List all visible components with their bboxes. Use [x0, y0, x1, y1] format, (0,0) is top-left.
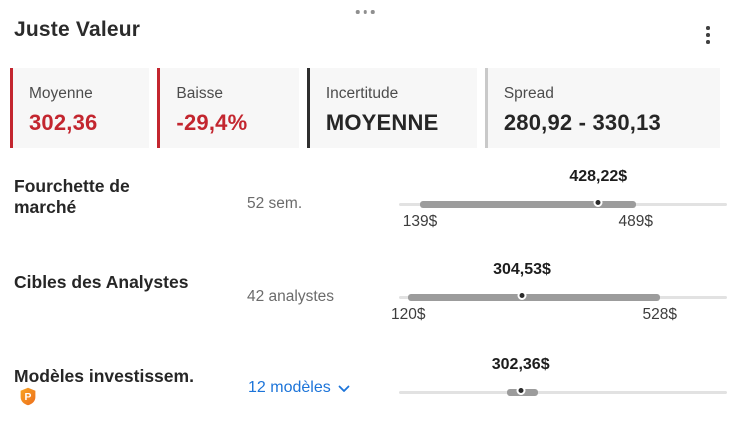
- stat-value: 280,92 - 330,13: [503, 110, 661, 135]
- slider-dot: [593, 198, 603, 207]
- slider-range: [408, 293, 660, 301]
- slider-max-label: 489$: [618, 213, 653, 230]
- stat-label: Incertitude: [325, 85, 399, 102]
- row-subtitle-52-weeks: 52 sem.: [247, 195, 303, 212]
- row-title-analyst-targets: Cibles des Analystes: [14, 272, 189, 292]
- stat-value: 302,36: [29, 110, 98, 135]
- drag-handle-icon[interactable]: [355, 10, 375, 14]
- investing-pro-icon: P: [20, 387, 36, 406]
- stat-label: Moyenne: [29, 85, 93, 102]
- slider-range: [419, 200, 636, 208]
- slider-min-label: 139$: [402, 213, 438, 230]
- stat-box-moyenne: Moyenne 302,36: [10, 68, 150, 148]
- slider-investing-models: 302,36$: [399, 356, 727, 424]
- stat-label: Spread: [503, 85, 554, 102]
- kebab-menu-icon[interactable]: [702, 24, 714, 46]
- slider-analyst-targets: 304,53$ 120$ 528$: [391, 261, 727, 331]
- slider-dot: [517, 291, 527, 300]
- slider-max-label: 528$: [642, 306, 678, 323]
- slider-track: [399, 390, 727, 394]
- stat-value: -29,4%: [176, 110, 248, 135]
- slider-min-label: 120$: [390, 306, 426, 323]
- slider-value-label: 304,53$: [493, 261, 551, 278]
- chevron-down-icon: [338, 385, 350, 392]
- row-title-investing-models: Modèles investissem. P: [14, 366, 196, 408]
- models-dropdown-label: 12 modèles: [248, 379, 331, 396]
- row-subtitle-analysts: 42 analystes: [247, 288, 335, 305]
- slider-value-label: 428,22$: [569, 168, 628, 185]
- slider-market-range: 428,22$ 139$ 489$: [399, 168, 727, 238]
- svg-text:P: P: [25, 392, 32, 403]
- stats-row: Moyenne 302,36 Baisse -29,4% Incertitude…: [10, 68, 720, 148]
- slider-value-label: 302,36$: [491, 356, 550, 373]
- widget-title: Juste Valeur: [14, 18, 141, 41]
- stat-label: Baisse: [176, 85, 223, 102]
- stat-box-spread: Spread 280,92 - 330,13: [484, 68, 720, 148]
- models-dropdown[interactable]: 12 modèles: [248, 379, 350, 397]
- stat-value: MOYENNE: [325, 110, 439, 135]
- slider-dot: [516, 386, 526, 395]
- stat-box-baisse: Baisse -29,4%: [157, 68, 299, 148]
- row-title-market-range: Fourchette de marché: [14, 176, 130, 217]
- stat-box-incertitude: Incertitude MOYENNE: [306, 68, 477, 148]
